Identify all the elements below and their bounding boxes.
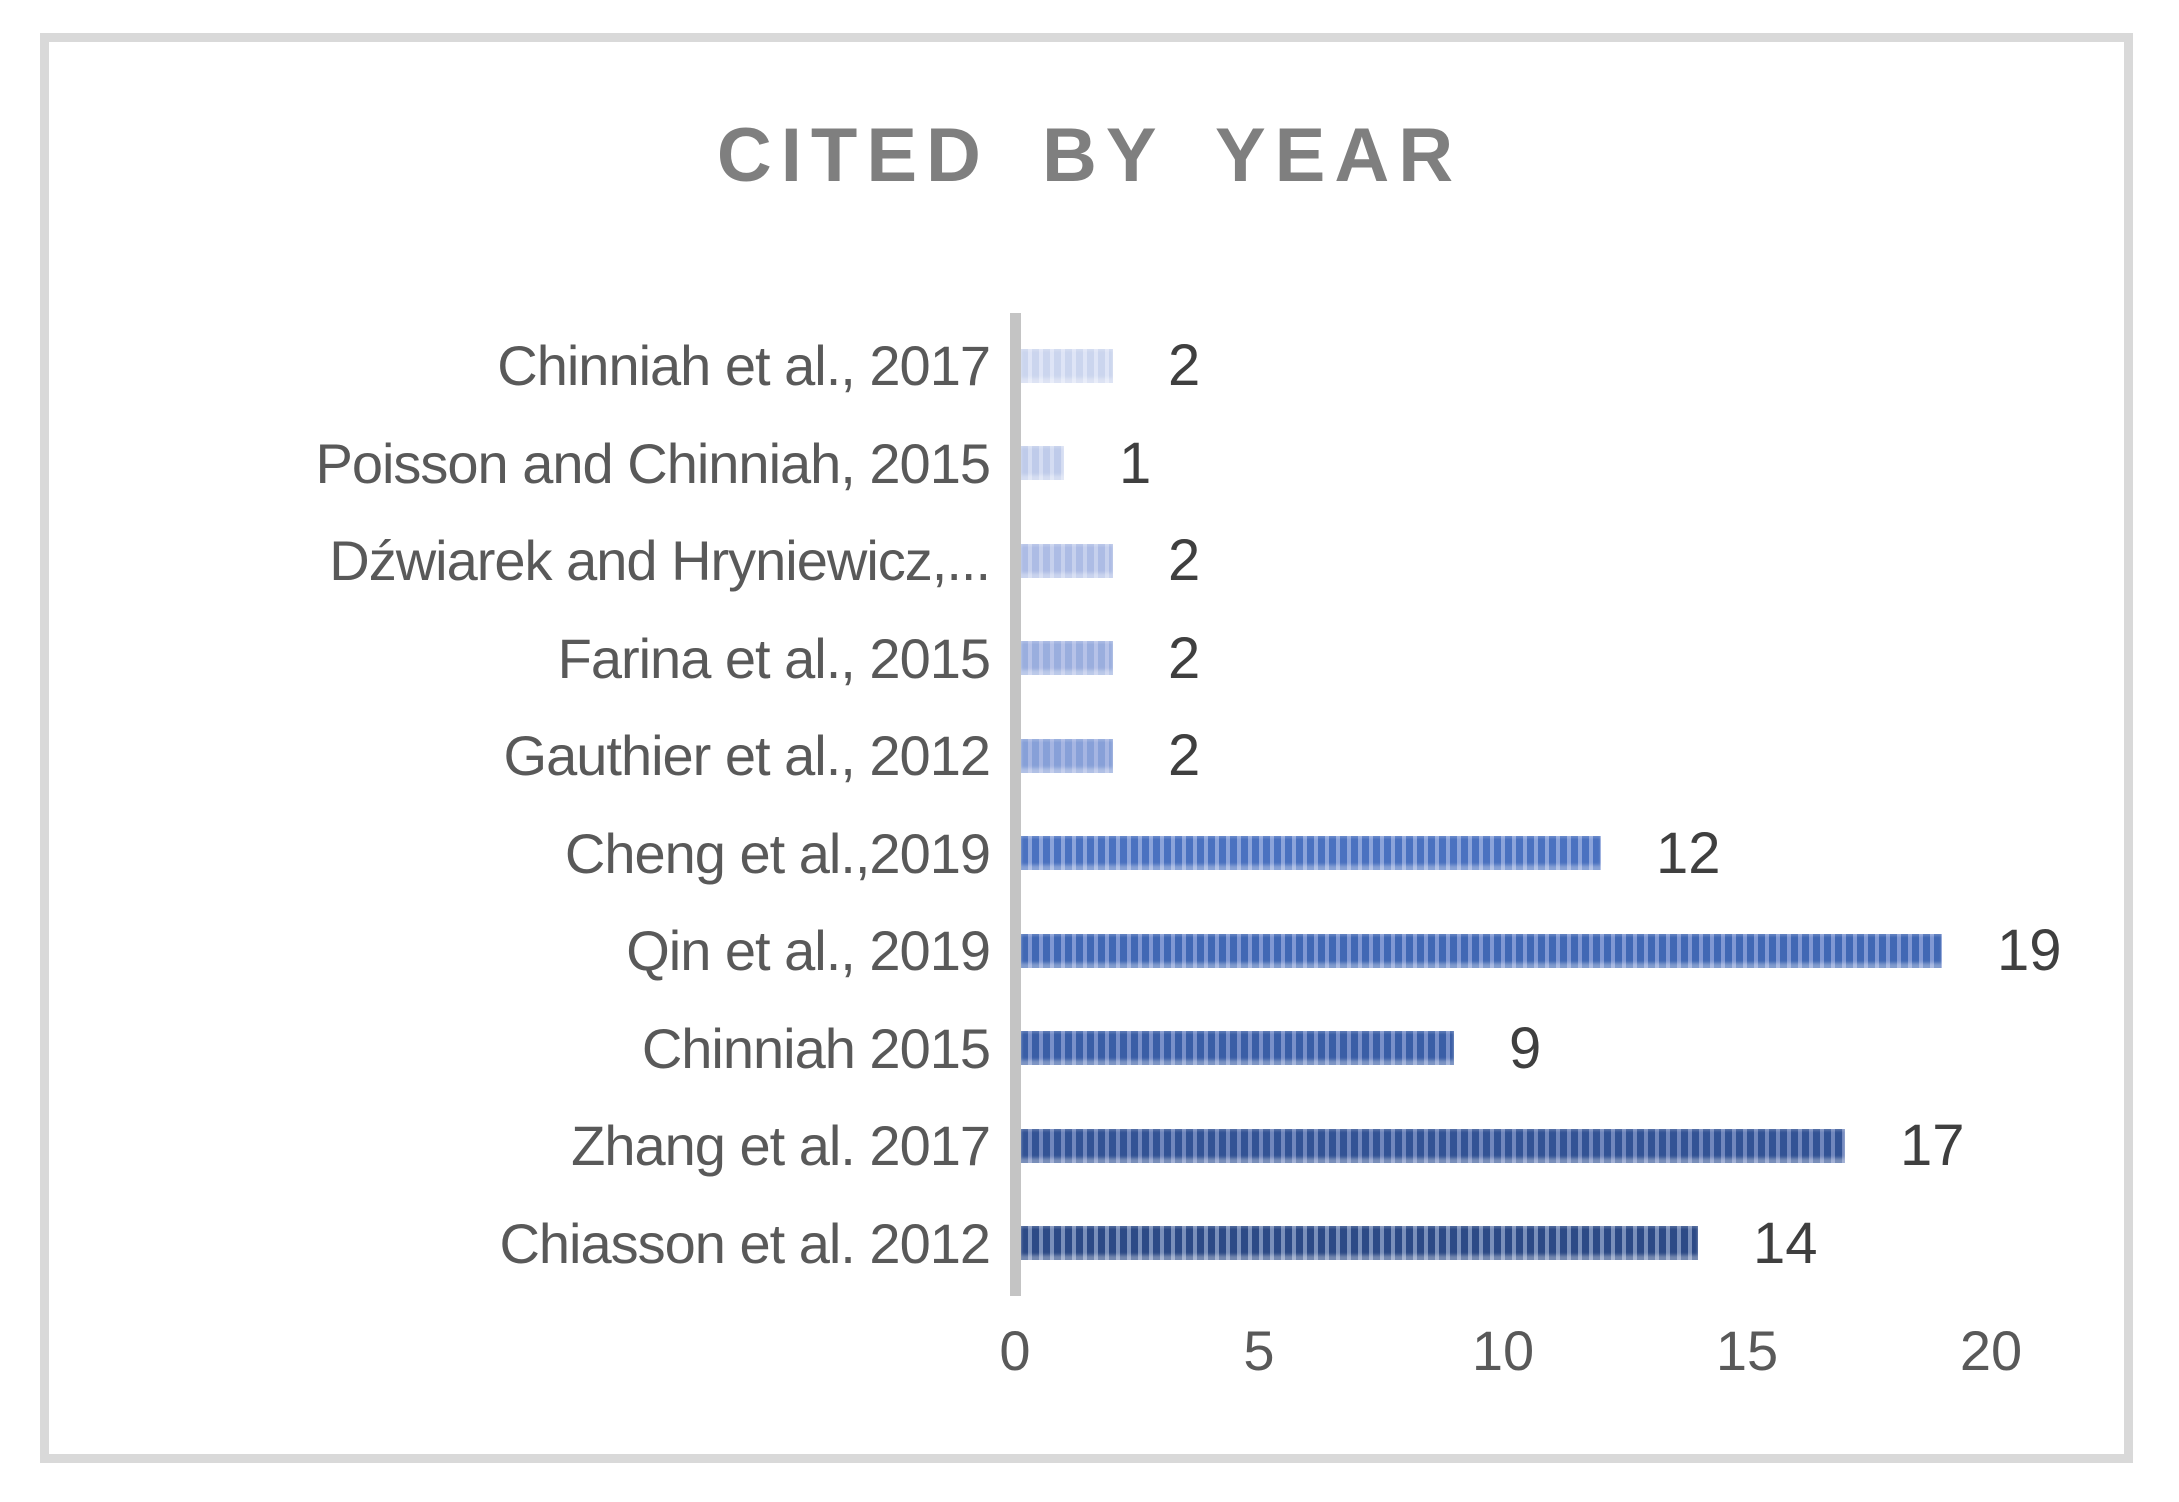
- x-tick-label: 15: [1715, 1319, 1779, 1382]
- value-label: 19: [1997, 918, 2062, 984]
- category-label: Dźwiarek and Hryniewicz,...: [329, 529, 991, 593]
- category-label: Cheng et al.,2019: [564, 821, 991, 885]
- bar-row: Dźwiarek and Hryniewicz,... 2: [0, 512, 2179, 610]
- value-label: 12: [1656, 820, 1721, 886]
- category-label: Zhang et al. 2017: [571, 1114, 991, 1178]
- bar-row: Farina et al., 2015 2: [0, 610, 2179, 708]
- category-label: Farina et al., 2015: [557, 626, 991, 690]
- x-tick-label: 0: [999, 1319, 1031, 1382]
- value-label: 17: [1900, 1113, 1965, 1179]
- bar: [1021, 1031, 1454, 1066]
- bar-row: Gauthier et al., 2012 2: [0, 707, 2179, 805]
- bar: [1021, 933, 1942, 968]
- x-tick-label: 5: [1243, 1319, 1275, 1382]
- bar: [1021, 348, 1113, 383]
- value-label: 1: [1119, 430, 1152, 496]
- x-tick-label: 10: [1471, 1319, 1535, 1382]
- bar: [1021, 738, 1113, 773]
- category-label: Qin et al., 2019: [626, 919, 991, 983]
- category-label: Chinniah et al., 2017: [497, 334, 991, 398]
- value-label: 2: [1168, 625, 1201, 691]
- bar-row: Chinniah 2015 9: [0, 1000, 2179, 1098]
- bar-row: Cheng et al.,2019 12: [0, 805, 2179, 903]
- bar-row: Chiasson et al. 2012 14: [0, 1195, 2179, 1293]
- bar-row: Chinniah et al., 2017 2: [0, 317, 2179, 415]
- category-label: Gauthier et al., 2012: [503, 724, 991, 788]
- value-label: 2: [1168, 333, 1201, 399]
- bar: [1021, 1226, 1698, 1261]
- chart-title: CITED BY YEAR: [716, 113, 1463, 198]
- bar: [1021, 641, 1113, 676]
- bar-row: Poisson and Chinniah, 2015 1: [0, 415, 2179, 513]
- bar: [1021, 1128, 1845, 1163]
- category-label: Poisson and Chinniah, 2015: [315, 431, 991, 495]
- plot-area: Chinniah et al., 2017 2 Poisson and Chin…: [0, 313, 2179, 1296]
- y-axis-line: [1010, 313, 1021, 1296]
- category-label: Chiasson et al. 2012: [499, 1211, 991, 1275]
- value-label: 9: [1509, 1015, 1542, 1081]
- bar: [1021, 543, 1113, 578]
- bar-row: Zhang et al. 2017 17: [0, 1097, 2179, 1195]
- bar: [1021, 836, 1601, 871]
- category-label: Chinniah 2015: [641, 1016, 991, 1080]
- bar: [1021, 446, 1064, 481]
- x-tick-label: 20: [1959, 1319, 2023, 1382]
- value-label: 14: [1753, 1210, 1818, 1276]
- bar-row: Qin et al., 2019 19: [0, 902, 2179, 1000]
- value-label: 2: [1168, 723, 1201, 789]
- x-axis: 0 5 10 15 20: [0, 1318, 2179, 1388]
- value-label: 2: [1168, 528, 1201, 594]
